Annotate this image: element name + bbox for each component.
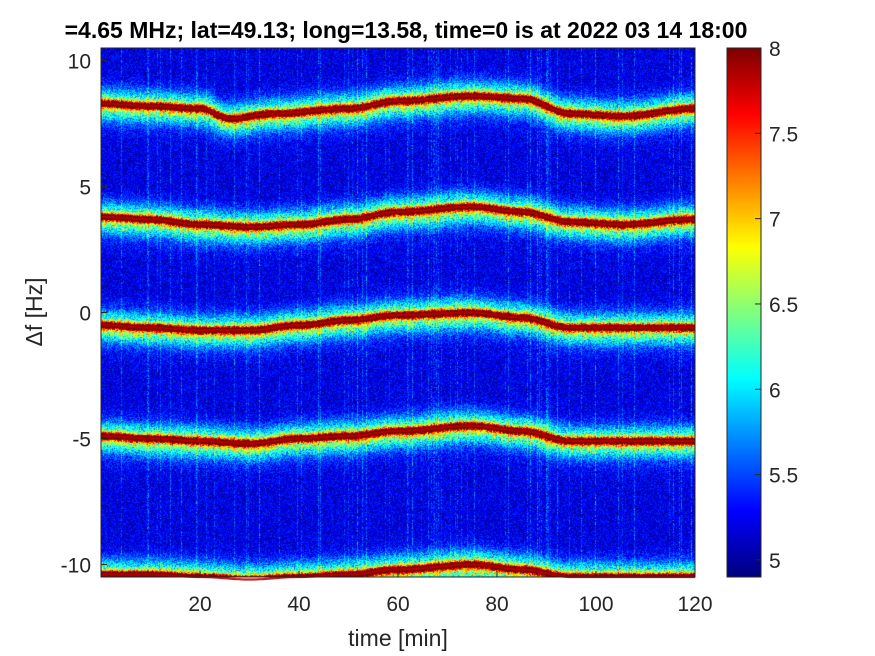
colorbar-tick-label: 6 [769, 379, 781, 402]
colorbar-tick-label: 6.5 [769, 294, 798, 317]
x-axis: 20 40 60 80 100 120 [188, 571, 713, 616]
y-tick-label: 10 [68, 51, 91, 74]
y-tick-label: -5 [72, 428, 91, 451]
colorbar-tick-label: 7 [769, 209, 781, 232]
colorbar-gradient [727, 48, 761, 577]
y-axis: 10 5 0 -5 -10 [61, 51, 107, 577]
chart-title: =4.65 MHz; lat=49.13; long=13.58, time=0… [65, 17, 748, 43]
y-tick-label: 0 [79, 303, 91, 326]
y-axis-label: Δf [Hz] [21, 277, 47, 346]
x-tick-label: 20 [188, 593, 211, 616]
x-tick-label: 80 [485, 593, 508, 616]
colorbar: 8 7.5 7 6.5 6 5.5 5 [726, 38, 798, 578]
series-line-2 [101, 311, 695, 332]
colorbar-tick-label: 5 [769, 550, 781, 573]
series-line-3 [100, 424, 695, 445]
y-tick-label: -10 [61, 554, 91, 577]
ridge-lines [100, 94, 695, 581]
heatmap-image [101, 48, 695, 577]
y-tick-label: 5 [79, 177, 91, 200]
x-tick-label: 120 [677, 593, 712, 616]
colorbar-ticks: 8 7.5 7 6.5 6 5.5 5 [755, 38, 798, 573]
x-tick-label: 60 [386, 593, 409, 616]
x-axis-label: time [min] [348, 625, 448, 651]
series-line-0 [101, 94, 695, 120]
x-tick-label: 100 [578, 593, 613, 616]
colorbar-tick-label: 5.5 [769, 465, 798, 488]
colorbar-tick-label: 8 [769, 38, 781, 61]
colorbar-tick-label: 7.5 [769, 123, 798, 146]
colorbar-frame [726, 47, 762, 578]
x-tick-label: 40 [287, 593, 310, 616]
plot-area [100, 47, 696, 581]
series-line-1 [101, 205, 695, 228]
